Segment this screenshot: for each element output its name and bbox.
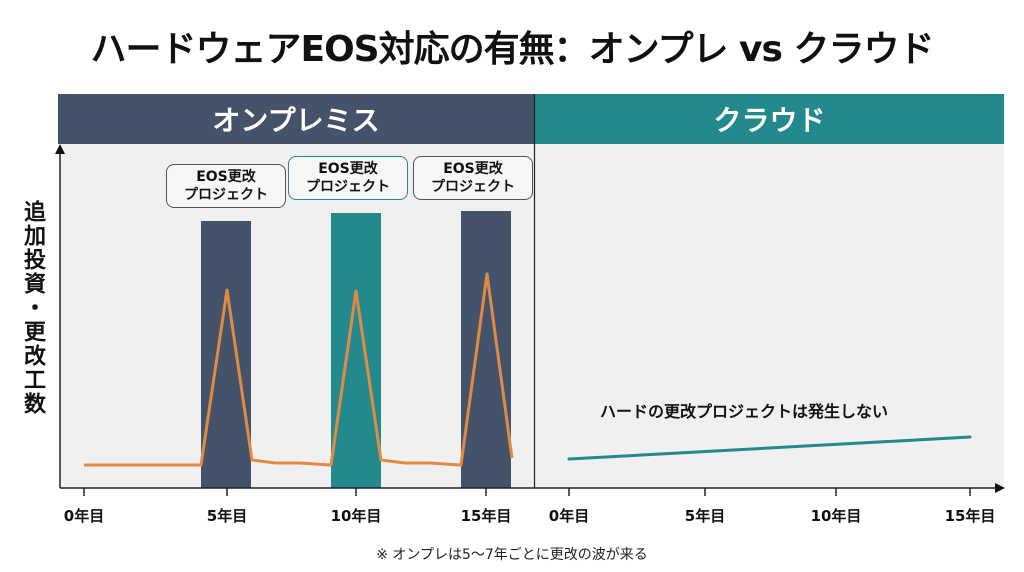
onprem-tick-0: 0年目 (63, 507, 105, 525)
onprem-header: オンプレミス (58, 94, 534, 144)
onprem-tick-5: 5年目 (206, 507, 248, 525)
y-axis-label: 追加投資・更改工数 (20, 200, 45, 416)
band-year10 (331, 213, 381, 488)
x-axis-arrow-icon (995, 483, 1005, 493)
callout-year5: EOS更改 プロジェクト (166, 164, 286, 208)
cloud-header: クラウド (535, 94, 1004, 144)
onprem-plot-area (60, 144, 534, 488)
cloud-line (567, 435, 972, 461)
onprem-tick-10: 10年目 (330, 507, 382, 525)
band-year15 (461, 211, 511, 488)
cloud-tick-15: 15年目 (944, 507, 996, 525)
callout-year15: EOS更改 プロジェクト (413, 156, 533, 200)
x-ticks (83, 488, 971, 496)
cloud-tick-5: 5年目 (684, 507, 726, 525)
y-axis-arrow-icon (55, 144, 65, 154)
onprem-tick-15: 15年目 (460, 507, 512, 525)
cloud-tick-10: 10年目 (810, 507, 862, 525)
cloud-annotation: ハードの更改プロジェクトは発生しない (600, 402, 889, 421)
onprem-line (84, 272, 514, 467)
callout-year10: EOS更改 プロジェクト (288, 156, 408, 200)
page-title: ハードウェアEOS対応の有無：オンプレ vs クラウド (90, 29, 934, 70)
footnote: ※ オンプレは5〜7年ごとに更改の波が来る (376, 547, 648, 563)
cloud-plot-area (535, 144, 1004, 488)
band-year5 (201, 221, 251, 488)
cloud-tick-0: 0年目 (548, 507, 590, 525)
